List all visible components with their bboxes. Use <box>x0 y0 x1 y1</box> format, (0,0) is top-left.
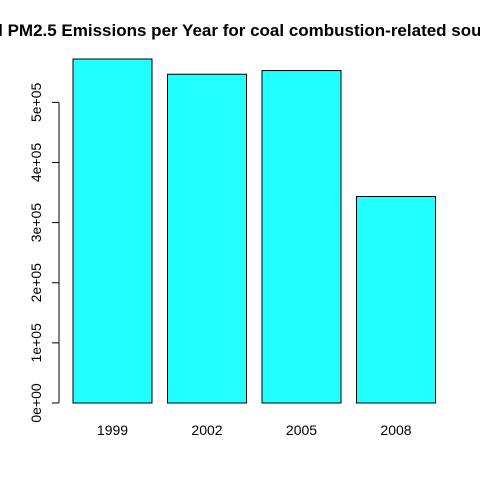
y-tick-label: 2e+05 <box>28 263 44 303</box>
x-tick-label-2005: 2005 <box>286 422 317 438</box>
y-axis: 0e+00 1e+05 2e+05 3e+05 4e+05 5e+05 <box>28 82 60 423</box>
bar-2002 <box>167 73 247 404</box>
x-tick-labels: 1999 2002 2005 2008 <box>97 422 412 438</box>
x-tick-label-2008: 2008 <box>380 422 411 438</box>
chart-title: Total PM2.5 Emissions per Year for coal … <box>0 21 480 40</box>
y-tick-label: 1e+05 <box>28 323 44 363</box>
bar-2008 <box>356 196 436 404</box>
y-tick-label: 5e+05 <box>28 82 44 122</box>
x-tick-label-1999: 1999 <box>97 422 128 438</box>
y-tick-label: 3e+05 <box>28 203 44 243</box>
bar-2005 <box>261 70 342 404</box>
y-tick-label: 0e+00 <box>28 383 44 423</box>
y-tick-label: 4e+05 <box>28 143 44 183</box>
x-tick-label-2002: 2002 <box>191 422 222 438</box>
bars-group <box>72 58 436 404</box>
bar-1999 <box>72 58 153 404</box>
